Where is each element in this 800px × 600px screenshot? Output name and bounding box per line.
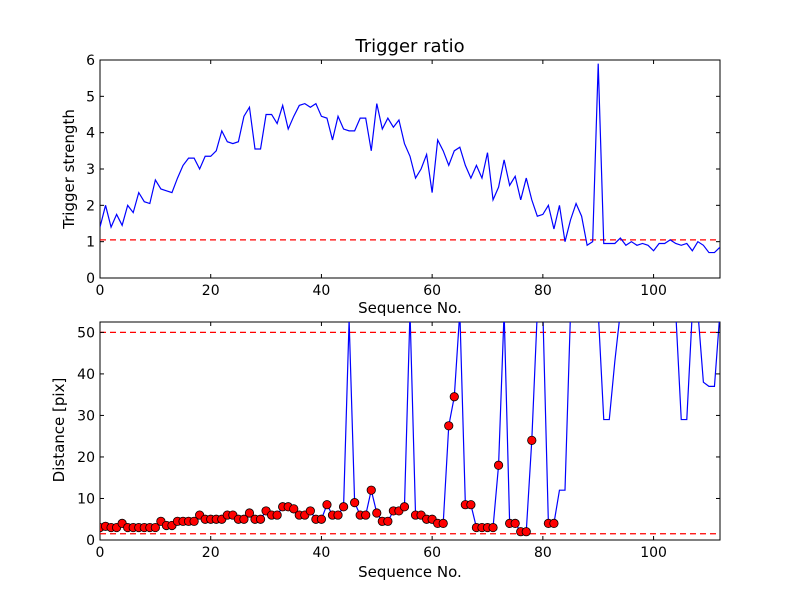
bottom-data-point-49 bbox=[366, 485, 376, 495]
bottom-data-point-62 bbox=[438, 518, 448, 528]
bottom-data-point-75 bbox=[510, 518, 520, 528]
bottom-data-point-82 bbox=[549, 518, 559, 528]
chart-title-trigger-ratio: Trigger ratio bbox=[354, 36, 464, 57]
bottom-data-point-46 bbox=[350, 498, 360, 508]
bottom-data-point-77 bbox=[521, 527, 531, 537]
y-axis-label-bottom: Distance [pix] bbox=[50, 378, 68, 483]
bottom-x-tick-label-1: 20 bbox=[202, 545, 220, 561]
bottom-data-point-41 bbox=[322, 500, 332, 510]
top-y-tick-label-6: 6 bbox=[86, 53, 95, 69]
top-x-tick-label-0: 0 bbox=[96, 283, 105, 299]
bottom-y-tick-label-0: 0 bbox=[86, 533, 95, 549]
bottom-data-point-35 bbox=[289, 504, 299, 514]
bottom-data-point-71 bbox=[488, 522, 498, 533]
bottom-data-point-27 bbox=[244, 508, 255, 518]
x-axis-label-top: Sequence No. bbox=[358, 299, 462, 317]
top-y-tick-label-3: 3 bbox=[86, 162, 95, 178]
top-plot-frame bbox=[99, 59, 721, 279]
top-x-tick-label-3: 60 bbox=[423, 283, 441, 299]
bottom-data-point-10 bbox=[150, 522, 160, 533]
bottom-y-tick-label-4: 40 bbox=[77, 367, 95, 383]
top-data-group bbox=[100, 63, 720, 254]
top-y-tick-label-2: 2 bbox=[86, 198, 95, 214]
bottom-data-point-29 bbox=[255, 514, 266, 524]
bottom-x-tick-label-4: 80 bbox=[534, 545, 552, 561]
bottom-data-point-43 bbox=[333, 510, 343, 520]
bottom-data-point-72 bbox=[493, 460, 504, 470]
top-y-tick-label-4: 4 bbox=[86, 126, 95, 142]
bottom-data-point-67 bbox=[466, 500, 476, 510]
bottom-data-point-63 bbox=[444, 421, 454, 431]
bottom-y-tick-label-3: 30 bbox=[77, 408, 95, 424]
bottom-x-tick-label-3: 60 bbox=[423, 545, 441, 561]
bottom-y-tick-label-1: 10 bbox=[77, 491, 95, 507]
bottom-data-point-52 bbox=[383, 516, 393, 526]
bottom-x-tick-label-5: 100 bbox=[640, 545, 667, 561]
bottom-y-tick-label-2: 20 bbox=[77, 450, 95, 466]
bottom-data-point-44 bbox=[338, 502, 349, 512]
y-axis-label-top: Trigger strength bbox=[60, 109, 78, 230]
bottom-data-point-55 bbox=[399, 502, 410, 512]
trigger-strength-panel: 0 20 40 60 80 100 0 1 2 3 4 5 6 bbox=[86, 53, 721, 299]
bottom-data-point-32 bbox=[272, 510, 282, 520]
distance-panel: 0 20 40 60 80 100 0 10 20 30 40 50 bbox=[77, 321, 721, 561]
top-x-tick-label-5: 100 bbox=[640, 283, 667, 299]
bottom-data-point-50 bbox=[372, 508, 382, 518]
x-axis-label-bottom: Sequence No. bbox=[358, 563, 462, 581]
top-series-line-0 bbox=[100, 63, 720, 254]
bottom-data-point-38 bbox=[305, 506, 315, 516]
bottom-data-point-78 bbox=[527, 435, 537, 445]
bottom-data-point-64 bbox=[449, 392, 459, 402]
top-y-tick-label-0: 0 bbox=[86, 271, 95, 287]
bottom-x-tick-label-2: 40 bbox=[313, 545, 331, 561]
bottom-data-point-40 bbox=[316, 514, 327, 524]
top-x-tick-label-2: 40 bbox=[313, 283, 331, 299]
top-y-tick-label-5: 5 bbox=[86, 89, 95, 105]
bottom-data-point-48 bbox=[361, 510, 371, 520]
bottom-x-tick-label-0: 0 bbox=[96, 545, 105, 561]
top-y-tick-label-1: 1 bbox=[86, 235, 95, 251]
bottom-data-point-26 bbox=[239, 514, 249, 524]
top-x-tick-label-4: 80 bbox=[534, 283, 552, 299]
bottom-y-tick-label-5: 50 bbox=[77, 325, 95, 341]
bottom-data-point-17 bbox=[189, 516, 199, 526]
top-x-tick-label-1: 20 bbox=[202, 283, 220, 299]
bottom-plot-frame bbox=[99, 321, 721, 541]
bottom-data-group bbox=[100, 322, 720, 537]
